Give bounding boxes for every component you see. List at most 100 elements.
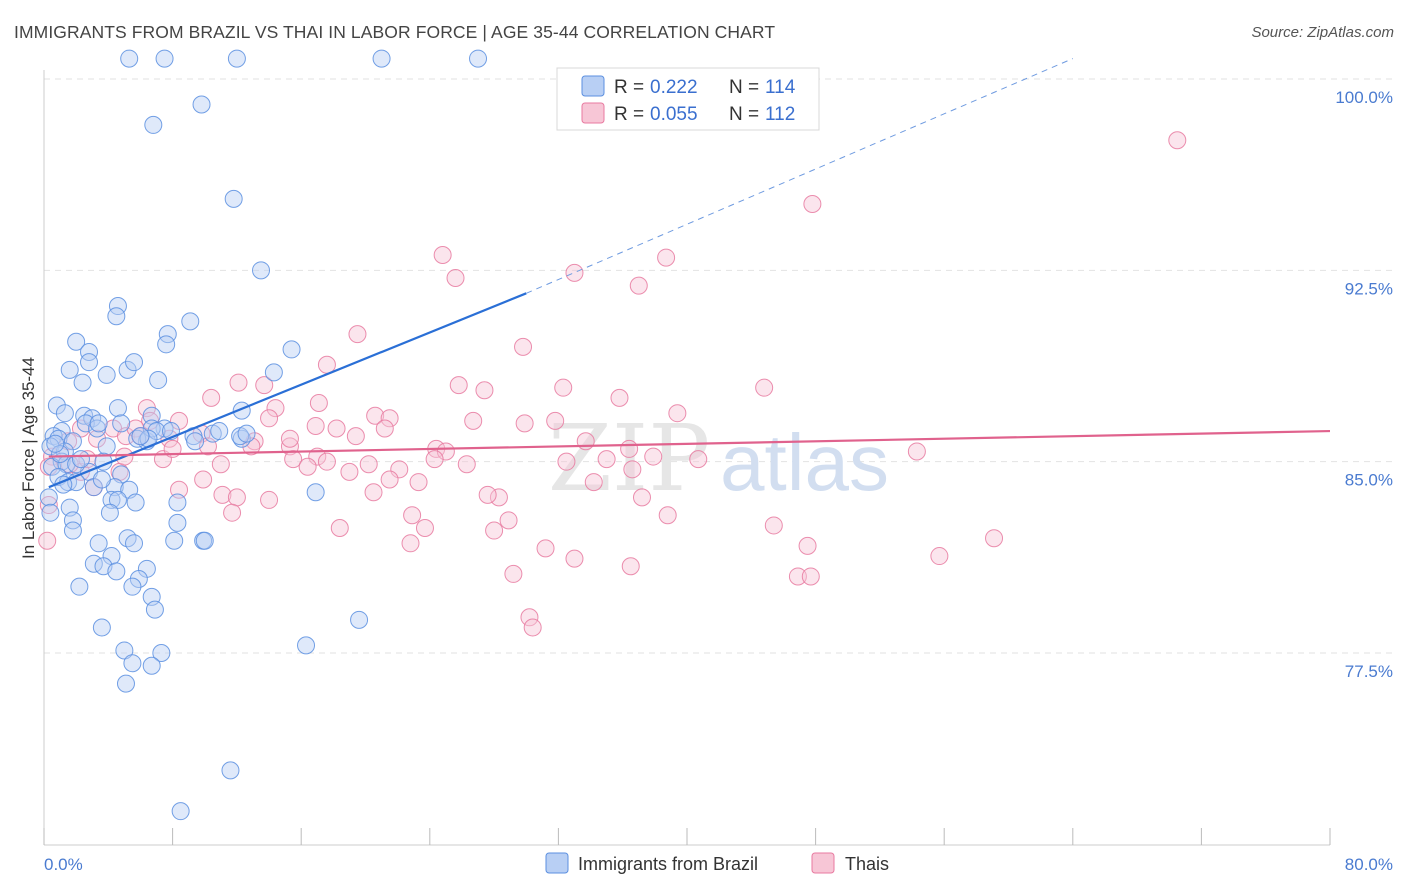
data-point (657, 248, 676, 267)
data-point (186, 432, 205, 451)
data-point (907, 442, 926, 461)
data-point (364, 483, 383, 502)
source-label: Source: ZipAtlas.com (1251, 24, 1394, 41)
data-point (227, 488, 246, 507)
data-point (514, 337, 533, 356)
data-point (565, 263, 584, 282)
data-point (546, 411, 565, 430)
data-point (125, 534, 144, 553)
data-point (280, 429, 299, 448)
data-point (317, 452, 336, 471)
data-point (375, 419, 394, 438)
data-point (43, 457, 62, 476)
data-point (152, 644, 171, 662)
data-point (449, 376, 468, 395)
data-point (126, 493, 145, 512)
data-point (380, 470, 399, 489)
data-point (985, 529, 1004, 548)
data-point (213, 485, 232, 504)
data-point (142, 656, 161, 675)
data-point (89, 534, 108, 553)
data-point (282, 340, 301, 359)
data-point (620, 439, 639, 458)
data-point (44, 427, 63, 446)
data-point (554, 378, 573, 397)
data-point (223, 503, 242, 522)
data-point (260, 409, 279, 428)
data-point (520, 608, 539, 627)
chart-title: IMMIGRANTS FROM BRAZIL VS THAI IN LABOR … (14, 22, 776, 42)
legend-brazil-r-label: R = (614, 77, 644, 98)
thai-points (38, 131, 1187, 637)
data-point (211, 455, 230, 474)
data-point (123, 654, 142, 673)
data-point (168, 513, 187, 532)
data-point (255, 376, 274, 395)
bottom-legend-brazil-swatch (545, 852, 569, 874)
data-point (89, 414, 108, 433)
data-point (73, 373, 92, 392)
legend-thai-r-value: 0.055 (650, 104, 698, 125)
data-point (372, 49, 391, 68)
data-point (584, 473, 603, 492)
data-point (76, 414, 95, 433)
legend-brazil-n-value: 114 (765, 77, 796, 98)
data-point (157, 335, 176, 354)
data-point (92, 470, 111, 489)
data-point (46, 434, 65, 453)
data-point (266, 399, 285, 418)
data-point (457, 455, 476, 474)
data-point (123, 577, 142, 596)
data-point (149, 371, 168, 390)
data-point (51, 445, 70, 464)
data-point (229, 373, 248, 392)
y-tick-labels: 100.0% 92.5% 85.0% 77.5% (1335, 88, 1393, 681)
data-point (67, 332, 86, 351)
data-point (165, 531, 184, 550)
data-point (298, 457, 317, 476)
data-point (469, 49, 488, 68)
bottom-legend-thai-swatch (811, 852, 835, 874)
grid-lines (44, 78, 1394, 654)
data-point (788, 567, 807, 586)
data-point (801, 567, 820, 586)
y-tick-label: 92.5% (1345, 279, 1393, 298)
data-point (125, 353, 144, 372)
data-point (71, 450, 90, 469)
data-point (433, 246, 452, 265)
data-point (63, 521, 82, 540)
data-point (224, 189, 243, 208)
watermark: ZIP atlas (548, 405, 889, 512)
data-point (55, 404, 74, 423)
data-point (425, 450, 444, 469)
y-axis-title: In Labor Force | Age 35-44 (19, 357, 38, 559)
data-point (107, 562, 126, 581)
bottom-legend-brazil-label: Immigrants from Brazil (578, 854, 758, 874)
data-point (359, 455, 378, 474)
y-tick-label: 77.5% (1345, 662, 1393, 681)
data-point (658, 506, 677, 525)
legend-thai-n-value: 112 (765, 104, 795, 125)
data-point (80, 342, 99, 361)
data-point (41, 437, 60, 456)
brazil-trend-extension (526, 58, 1073, 294)
data-point (306, 416, 325, 435)
data-point (803, 195, 822, 214)
data-point (210, 422, 229, 441)
data-point (1168, 131, 1187, 150)
data-point (515, 414, 534, 433)
series-legend: Immigrants from Brazil Thais (545, 852, 889, 874)
data-point (88, 429, 107, 448)
data-point (92, 618, 111, 637)
data-point (168, 493, 187, 512)
data-point (192, 95, 211, 114)
data-point (557, 452, 576, 471)
data-point (39, 488, 58, 507)
legend-brazil-swatch (581, 75, 605, 97)
data-point (227, 49, 246, 68)
data-point (144, 115, 163, 134)
legend-brazil-r-value: 0.222 (650, 77, 698, 98)
watermark-zip: ZIP (548, 405, 710, 512)
data-point (252, 261, 271, 280)
data-point (115, 641, 134, 660)
